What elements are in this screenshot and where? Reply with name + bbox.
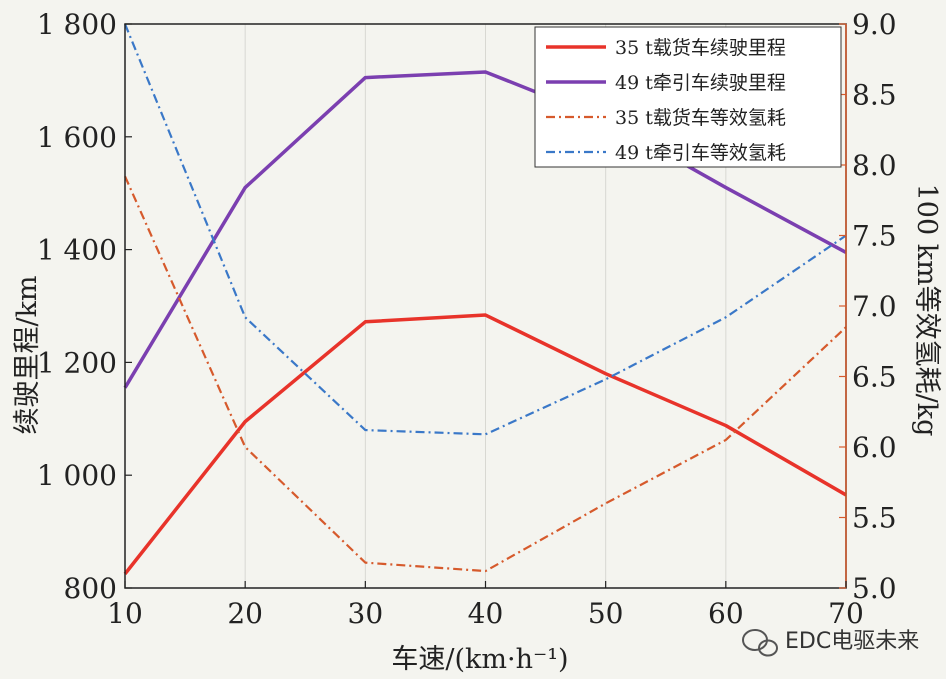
x-tick-label: 60	[708, 597, 744, 630]
left-y-tick-label: 1 000	[37, 459, 117, 492]
left-y-tick-label: 800	[64, 572, 117, 605]
right-y-tick-label: 5.0	[852, 572, 897, 605]
right-y-tick-label: 7.0	[852, 290, 897, 323]
left-y-axis-label: 续驶里程/km	[12, 275, 43, 434]
legend-label: 49 t牵引车等效氢耗	[615, 142, 786, 164]
x-tick-label: 50	[588, 597, 624, 630]
right-y-tick-label: 9.0	[852, 8, 897, 41]
legend: 35 t载货车续驶里程 49 t牵引车续驶里程 35 t载货车等效氢耗 49 t牵引车…	[534, 26, 842, 168]
x-tick-label: 40	[468, 597, 504, 630]
watermark: EDC电驱未来	[742, 629, 919, 657]
legend-label: 49 t牵引车续驶里程	[615, 72, 786, 94]
right-y-tick-label: 8.5	[852, 79, 897, 112]
x-tick-label: 10	[107, 597, 143, 630]
right-y-tick-label: 6.0	[852, 431, 897, 464]
legend-box	[534, 26, 842, 168]
left-y-tick-label: 1 800	[37, 8, 117, 41]
x-tick-label: 30	[348, 597, 384, 630]
x-tick-label: 20	[227, 597, 263, 630]
x-axis-label: 车速/(km·h⁻¹)	[391, 644, 568, 675]
left-y-tick-label: 1 600	[37, 121, 117, 154]
right-y-tick-label: 7.5	[852, 220, 897, 253]
left-y-tick-label: 1 400	[37, 234, 117, 267]
x-tick-label: 70	[828, 597, 864, 630]
series-group	[123, 23, 847, 575]
left-y-tick-label: 1 200	[37, 346, 117, 379]
watermark-text: EDC电驱未来	[785, 629, 919, 654]
wechat-icon	[742, 629, 778, 657]
tick-group: 10 20 30 40 50 60 70 800 1 000 1 200 1 400 1 600 1 8…	[37, 8, 897, 630]
right-y-tick-label: 6.5	[852, 361, 897, 394]
right-y-tick-label: 8.0	[852, 149, 897, 182]
right-y-axis-label: 100 km等效氢耗/kg	[911, 184, 942, 437]
legend-label: 35 t载货车续驶里程	[615, 37, 786, 59]
right-y-tick-label: 5.5	[852, 502, 897, 535]
legend-label: 35 t载货车等效氢耗	[615, 107, 786, 129]
